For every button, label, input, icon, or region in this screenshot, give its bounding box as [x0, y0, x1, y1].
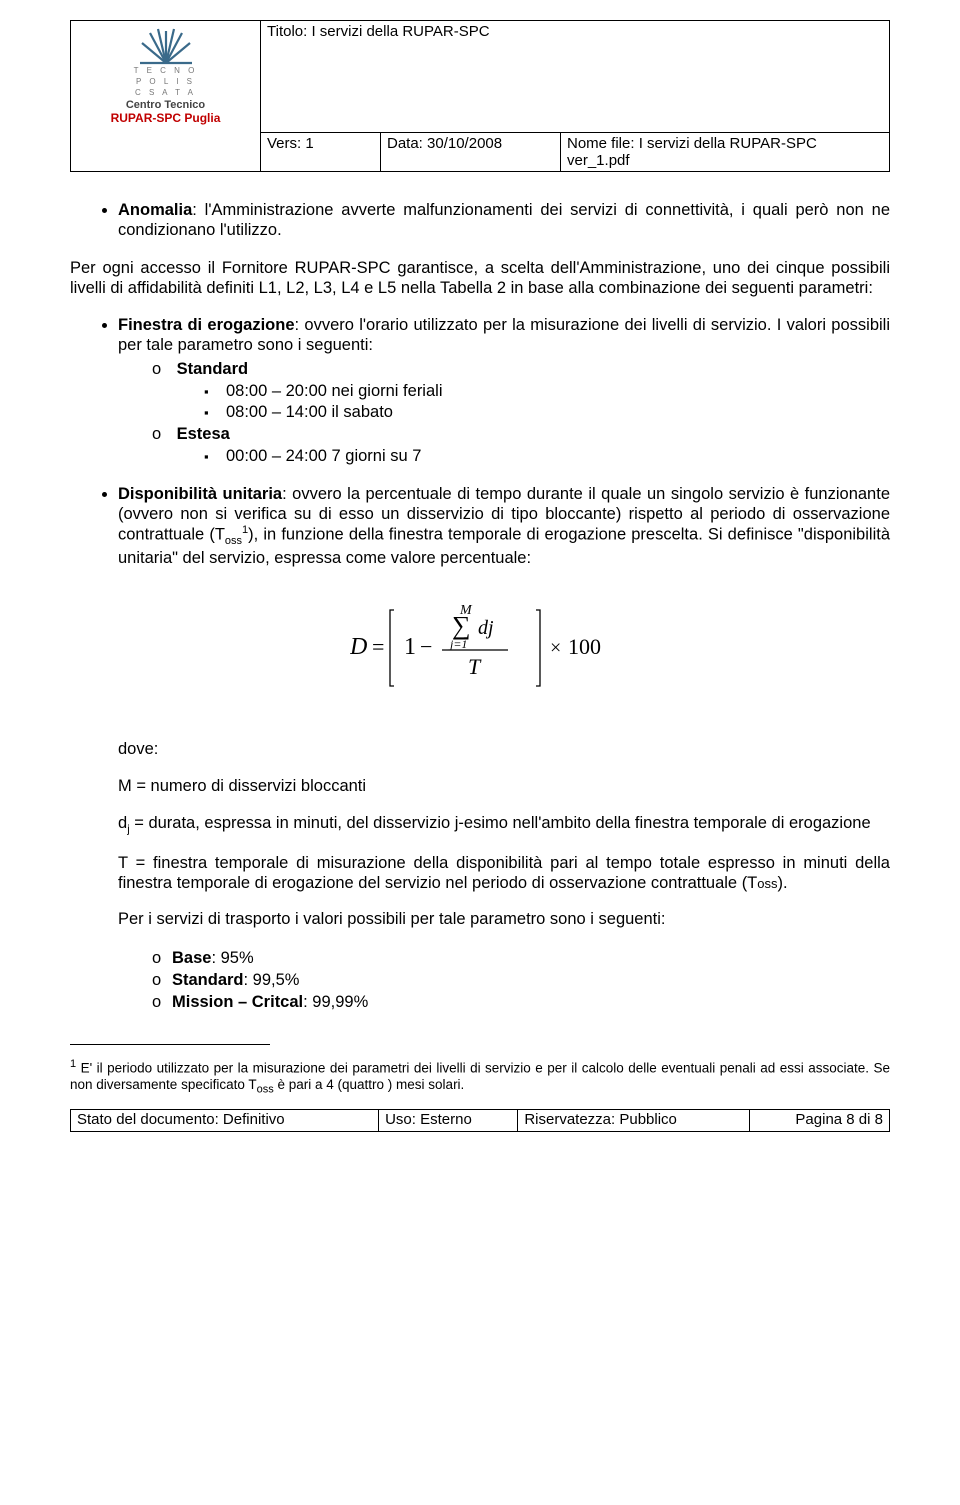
footnote-oss: oss — [257, 1083, 274, 1095]
para-trasporto: Per i servizi di trasporto i valori poss… — [118, 909, 890, 929]
svg-text:100: 100 — [568, 634, 601, 659]
logo-icon — [136, 23, 196, 65]
svg-text:1: 1 — [404, 634, 416, 660]
formula: D = 1 − M ∑ j=1 dj T × 100 — [70, 596, 890, 703]
bullet-disponibilita: Disponibilità unitaria: ovvero la percen… — [118, 484, 890, 569]
footer-stato: Stato del documento: Definitivo — [71, 1110, 379, 1131]
finestra-label: Finestra di erogazione — [118, 316, 295, 334]
logo-text-csata: C S A T A — [77, 89, 254, 98]
dj-def: dj = durata, espressa in minuti, del dis… — [118, 813, 890, 837]
bullet-anomalia: Anomalia: l'Amministrazione avverte malf… — [118, 200, 890, 240]
logo-rupar-spc: RUPAR-SPC Puglia — [77, 111, 254, 125]
logo-text-polis: P O L I S — [77, 78, 254, 87]
mc-label: Mission – Critcal — [172, 993, 303, 1011]
footer-uso: Uso: Esterno — [379, 1110, 518, 1131]
footer-table: Stato del documento: Definitivo Uso: Est… — [70, 1109, 890, 1131]
sub-standard: Standard 08:00 – 20:00 nei giorni ferial… — [152, 359, 890, 421]
dj-b: = durata, espressa in minuti, del disser… — [130, 814, 871, 832]
footnote: 1 E' il periodo utilizzato per la misura… — [70, 1058, 890, 1095]
data-cell: Data: 30/10/2008 — [381, 133, 561, 172]
logo-text-tecno: T E C N O — [77, 67, 254, 76]
standard-time-2: 08:00 – 14:00 il sabato — [204, 402, 890, 422]
t-def: T = finestra temporale di misurazione de… — [118, 853, 890, 893]
footer-pagina: Pagina 8 di 8 — [749, 1110, 889, 1131]
opt-standard: Standard: 99,5% — [152, 970, 890, 990]
page: T E C N O P O L I S C S A T A Centro Tec… — [0, 0, 960, 1505]
t-oss: oss — [757, 876, 777, 891]
content: Anomalia: l'Amministrazione avverte malf… — [70, 200, 890, 1132]
bullet-finestra: Finestra di erogazione: ovvero l'orario … — [118, 315, 890, 466]
vers-cell: Vers: 1 — [261, 133, 381, 172]
std-val: : 99,5% — [244, 971, 300, 989]
opt-mission-critical: Mission – Critcal: 99,99% — [152, 992, 890, 1012]
disponibilita-label: Disponibilità unitaria — [118, 485, 282, 503]
mc-val: : 99,99% — [303, 993, 368, 1011]
anomalia-label: Anomalia — [118, 201, 192, 219]
standard-label: Standard — [177, 360, 249, 378]
base-label: Base — [172, 949, 211, 967]
base-val: : 95% — [211, 949, 253, 967]
svg-text:−: − — [420, 634, 432, 659]
titolo-cell: Titolo: I servizi della RUPAR-SPC — [261, 21, 890, 133]
para-fornitore: Per ogni accesso il Fornitore RUPAR-SPC … — [70, 258, 890, 298]
footnote-b: è pari a 4 (quattro ) mesi solari. — [274, 1077, 465, 1092]
svg-text:D: D — [350, 634, 367, 660]
dj-a: d — [118, 814, 127, 832]
disp-oss: oss — [225, 535, 242, 547]
footer-riserv: Riservatezza: Pubblico — [518, 1110, 749, 1131]
footnote-a: E' il periodo utilizzato per la misurazi… — [70, 1061, 890, 1092]
dove: dove: — [118, 739, 890, 759]
svg-text:j=1: j=1 — [448, 637, 467, 651]
std-label: Standard — [172, 971, 244, 989]
m-def: M = numero di disservizi bloccanti — [118, 776, 890, 796]
footnote-separator — [70, 1044, 270, 1045]
header-table: T E C N O P O L I S C S A T A Centro Tec… — [70, 20, 890, 172]
svg-text:=: = — [372, 634, 384, 659]
estesa-time-1: 00:00 – 24:00 7 giorni su 7 — [204, 446, 890, 466]
svg-text:dj: dj — [478, 617, 494, 639]
nomefile-cell: Nome file: I servizi della RUPAR-SPC ver… — [561, 133, 890, 172]
svg-text:∑: ∑ — [452, 611, 471, 640]
logo-cell: T E C N O P O L I S C S A T A Centro Tec… — [71, 21, 261, 172]
logo-centro-tecnico: Centro Tecnico — [77, 99, 254, 111]
standard-time-1: 08:00 – 20:00 nei giorni feriali — [204, 381, 890, 401]
t-b: ). — [778, 874, 788, 892]
formula-svg: D = 1 − M ∑ j=1 dj T × 100 — [350, 596, 610, 696]
opt-base: Base: 95% — [152, 948, 890, 968]
estesa-label: Estesa — [177, 425, 230, 443]
anomalia-text: : l'Amministrazione avverte malfunzionam… — [118, 201, 890, 239]
svg-text:×: × — [550, 637, 561, 659]
svg-text:T: T — [468, 654, 482, 679]
sub-estesa: Estesa 00:00 – 24:00 7 giorni su 7 — [152, 424, 890, 466]
